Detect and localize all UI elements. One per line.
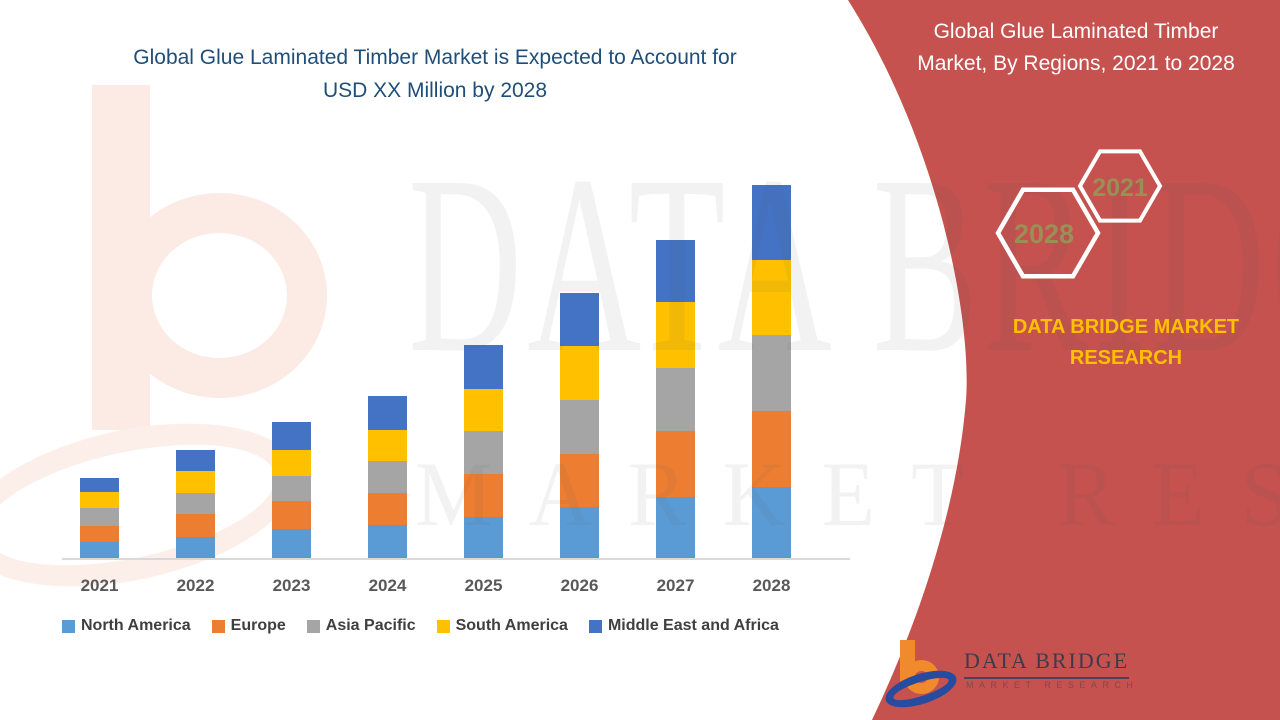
bar-segment-asia-pacific <box>176 493 215 514</box>
bar-2022 <box>176 450 215 558</box>
bar-2027 <box>656 240 695 558</box>
bar-segment-middle-east-and-africa <box>560 293 599 346</box>
x-axis-label-2022: 2022 <box>176 576 215 595</box>
bar-segment-north-america <box>560 507 599 558</box>
bar-segment-south-america <box>752 260 791 335</box>
logo-b-bowl-icon <box>904 660 939 694</box>
bar-2021 <box>80 478 119 558</box>
year-hexagons: 2028 2021 <box>995 149 1163 279</box>
legend-label: Europe <box>230 617 286 634</box>
x-axis-label-2026: 2026 <box>560 576 599 595</box>
x-axis-label-2025: 2025 <box>464 576 503 595</box>
legend-item-north-america: North America <box>62 617 191 635</box>
bar-segment-asia-pacific <box>272 476 311 501</box>
hexagon-2021 <box>1077 149 1163 223</box>
legend-label: Middle East and Africa <box>607 617 779 634</box>
legend-swatch-icon <box>588 619 602 633</box>
legend-swatch-icon <box>436 619 450 633</box>
bar-segment-asia-pacific <box>656 368 695 431</box>
hexagon-2021-label: 2021 <box>1092 174 1148 202</box>
hexagon-2028-label: 2028 <box>1014 219 1074 249</box>
bar-segment-south-america <box>464 389 503 431</box>
bar-segment-europe <box>368 493 407 525</box>
legend-item-europe: Europe <box>211 617 286 635</box>
bar-segment-north-america <box>176 537 215 558</box>
legend-item-middle-east-and-africa: Middle East and Africa <box>588 617 779 635</box>
bar-2025 <box>464 345 503 558</box>
bar-segment-europe <box>80 526 119 542</box>
x-axis-label-2028: 2028 <box>752 576 791 595</box>
data-bridge-logo: DATA BRIDGE MARKET RESEARCH <box>881 636 1133 716</box>
bar-segment-middle-east-and-africa <box>176 450 215 471</box>
bar-segment-europe <box>752 411 791 487</box>
x-axis-line <box>62 558 850 560</box>
x-axis-label-2021: 2021 <box>80 576 119 595</box>
bar-segment-asia-pacific <box>752 335 791 411</box>
bar-segment-south-america <box>272 450 311 476</box>
stacked-bar-chart <box>0 158 860 558</box>
legend-label: North America <box>81 617 191 634</box>
bar-segment-middle-east-and-africa <box>752 185 791 260</box>
bar-segment-north-america <box>368 525 407 558</box>
legend-swatch-icon <box>211 619 225 633</box>
legend-swatch-icon <box>62 619 75 633</box>
bar-segment-south-america <box>80 492 119 508</box>
x-axis-label-2027: 2027 <box>656 576 695 595</box>
chart-legend: North America Europe Asia Pacific South Ame… <box>62 617 779 635</box>
bar-segment-europe <box>656 431 695 497</box>
bar-segment-south-america <box>656 302 695 368</box>
logo-subtitle: MARKET RESEARCH <box>966 680 1139 690</box>
bar-segment-asia-pacific <box>80 508 119 526</box>
bar-segment-north-america <box>656 497 695 558</box>
brand-text: DATA BRIDGE MARKET RESEARCH <box>1012 316 1240 369</box>
bar-segment-north-america <box>752 487 791 558</box>
bar-segment-middle-east-and-africa <box>80 478 119 492</box>
x-axis-label-2023: 2023 <box>272 576 311 595</box>
bar-segment-europe <box>272 501 311 529</box>
legend-label: South America <box>455 617 568 634</box>
bar-2026 <box>560 293 599 558</box>
red-panel-shape <box>848 0 1280 720</box>
bar-segment-south-america <box>368 430 407 461</box>
panel-title: Global Glue Laminated Timber Market, By … <box>917 20 1235 75</box>
bar-segment-north-america <box>272 529 311 558</box>
bar-segment-asia-pacific <box>368 461 407 493</box>
bar-segment-middle-east-and-africa <box>464 345 503 389</box>
legend-item-asia-pacific: Asia Pacific <box>306 617 416 635</box>
bar-segment-south-america <box>176 471 215 493</box>
bar-segment-south-america <box>560 346 599 400</box>
bar-segment-europe <box>560 454 599 507</box>
bar-segment-middle-east-and-africa <box>656 240 695 302</box>
bar-2028 <box>752 185 791 558</box>
logo-title: DATA BRIDGE <box>964 648 1130 679</box>
bar-segment-europe <box>176 514 215 537</box>
hexagon-2028 <box>995 187 1101 279</box>
legend-item-south-america: South America <box>436 617 568 635</box>
bar-segment-asia-pacific <box>464 431 503 474</box>
bar-segment-north-america <box>464 517 503 558</box>
bar-2024 <box>368 396 407 558</box>
bar-segment-asia-pacific <box>560 400 599 454</box>
legend-swatch-icon <box>306 619 320 633</box>
legend-label: Asia Pacific <box>325 617 416 634</box>
bar-segment-north-america <box>80 542 119 558</box>
chart-title: Global Glue Laminated Timber Market is E… <box>133 46 737 102</box>
bar-segment-middle-east-and-africa <box>368 396 407 430</box>
bar-2023 <box>272 422 311 558</box>
bar-segment-middle-east-and-africa <box>272 422 311 450</box>
x-axis-label-2024: 2024 <box>368 576 407 595</box>
bar-segment-europe <box>464 474 503 517</box>
